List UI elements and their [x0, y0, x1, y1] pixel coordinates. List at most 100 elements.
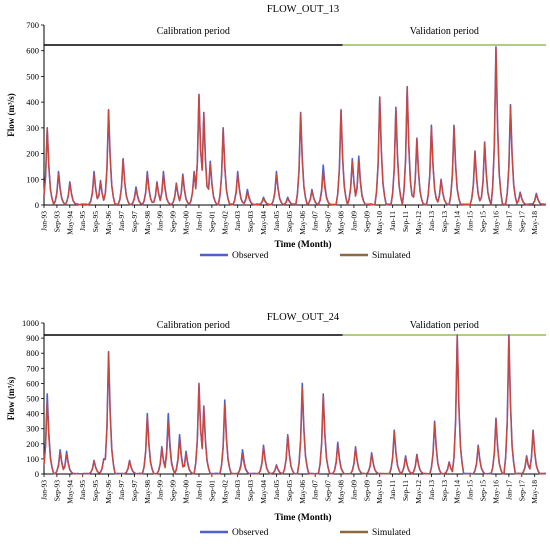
x-tick-label: Jan-05 — [272, 480, 281, 500]
x-tick-label: Sep-07 — [324, 211, 333, 232]
x-tick-label: May-94 — [65, 480, 74, 504]
x-tick-label: Sep-03 — [246, 480, 255, 501]
y-tick-label: 400 — [26, 409, 39, 419]
x-tick-label: Jan-95 — [78, 480, 87, 500]
legend-label: Observed — [232, 528, 269, 538]
y-tick-label: 200 — [26, 439, 39, 449]
y-tick-label: 600 — [26, 378, 39, 388]
x-tick-label: Sep-09 — [362, 480, 371, 501]
y-tick-label: 0 — [35, 200, 39, 210]
x-tick-label: Jan-15 — [466, 480, 475, 500]
y-tick-label: 900 — [26, 333, 39, 343]
x-tick-label: Jan-17 — [504, 211, 513, 231]
x-tick-label: Sep-17 — [517, 211, 526, 232]
series-line-observed — [43, 334, 547, 475]
x-tick-label: Jan-97 — [117, 480, 126, 500]
x-tick-label: Jan-11 — [388, 211, 397, 231]
x-tick-label: May-00 — [182, 211, 191, 235]
y-tick-label: 0 — [35, 469, 39, 479]
x-tick-label: May-16 — [491, 211, 500, 235]
y-axis-label: Flow (m³/s) — [6, 93, 16, 136]
x-tick-label: Sep-93 — [52, 480, 61, 501]
x-tick-label: Jan-03 — [233, 211, 242, 231]
period-label: Validation period — [410, 26, 479, 37]
x-tick-label: Jan-09 — [349, 480, 358, 500]
x-tick-label: Sep-01 — [207, 480, 216, 501]
x-tick-label: May-96 — [104, 480, 113, 504]
y-axis-label: Flow (m³/s) — [6, 377, 16, 420]
x-axis-label: Time (Month) — [274, 239, 331, 250]
x-tick-label: Jan-03 — [233, 480, 242, 500]
x-tick-label: Sep-95 — [91, 211, 100, 232]
x-tick-label: Sep-97 — [130, 211, 139, 232]
x-tick-label: Jan-11 — [388, 480, 397, 500]
x-tick-label: Sep-01 — [207, 211, 216, 232]
x-tick-label: Sep-13 — [440, 480, 449, 501]
x-tick-label: Jan-93 — [40, 211, 49, 231]
x-tick-label: May-06 — [298, 480, 307, 504]
x-tick-label: May-12 — [414, 211, 423, 235]
x-tick-label: Jan-13 — [427, 480, 436, 500]
legend-label: Simulated — [372, 528, 411, 538]
chart-title: FLOW_OUT_24 — [267, 312, 340, 323]
x-tick-label: May-12 — [414, 480, 423, 504]
x-tick-label: Jan-99 — [156, 480, 165, 500]
x-tick-label: Jan-07 — [311, 480, 320, 500]
y-tick-label: 700 — [26, 363, 39, 373]
x-tick-label: Jan-15 — [466, 211, 475, 231]
x-tick-label: Jan-09 — [349, 211, 358, 231]
x-tick-label: Sep-97 — [130, 480, 139, 501]
chart-panel-1: FLOW_OUT_13 0 100 200 300 400 500 600 700 Flow (m… — [6, 4, 547, 261]
y-tick-label: 100 — [26, 174, 39, 184]
y-tick-label: 700 — [26, 20, 39, 30]
x-tick-label: Sep-09 — [362, 211, 371, 232]
y-tick-label: 100 — [26, 454, 39, 464]
x-tick-label: Sep-17 — [517, 480, 526, 501]
x-tick-label: Sep-99 — [169, 480, 178, 501]
legend-label: Simulated — [372, 251, 411, 261]
x-tick-label: Sep-05 — [285, 211, 294, 232]
x-tick-label: May-02 — [220, 480, 229, 504]
y-tick-label: 300 — [26, 123, 39, 133]
x-tick-label: May-00 — [182, 480, 191, 504]
x-tick-label: May-08 — [337, 211, 346, 235]
x-tick-label: Sep-11 — [401, 211, 410, 232]
x-tick-label: Jan-17 — [504, 480, 513, 500]
x-tick-label: May-18 — [530, 480, 539, 504]
x-tick-label: Jan-93 — [40, 480, 49, 500]
x-tick-label: May-04 — [259, 211, 268, 235]
x-tick-label: Jan-01 — [194, 211, 203, 231]
x-tick-label: Jan-95 — [78, 211, 87, 231]
x-tick-label: Jan-97 — [117, 211, 126, 231]
x-tick-label: May-98 — [143, 480, 152, 504]
x-tick-label: Jan-07 — [311, 211, 320, 231]
x-axis-label: Time (Month) — [274, 512, 331, 523]
x-tick-label: Sep-99 — [169, 211, 178, 232]
x-tick-label: Jan-01 — [194, 480, 203, 500]
x-tick-label: Jan-99 — [156, 211, 165, 231]
x-tick-label: May-14 — [453, 480, 462, 504]
y-tick-label: 1000 — [22, 318, 39, 328]
x-tick-label: Sep-11 — [401, 480, 410, 501]
x-tick-label: Sep-15 — [479, 211, 488, 232]
x-tick-label: May-08 — [337, 480, 346, 504]
y-tick-label: 600 — [26, 46, 39, 56]
legend-label: Observed — [232, 251, 269, 261]
y-tick-label: 300 — [26, 424, 39, 434]
x-tick-label: Sep-07 — [324, 480, 333, 501]
x-tick-label: May-10 — [375, 211, 384, 235]
x-tick-label: Sep-93 — [52, 211, 61, 232]
x-tick-label: Sep-95 — [91, 480, 100, 501]
series-line-simulated — [43, 47, 547, 206]
x-tick-label: May-96 — [104, 211, 113, 235]
y-tick-label: 500 — [26, 71, 39, 81]
x-tick-label: Jan-05 — [272, 211, 281, 231]
y-tick-label: 400 — [26, 97, 39, 107]
period-label: Calibration period — [157, 26, 230, 37]
x-tick-label: Sep-05 — [285, 480, 294, 501]
x-tick-label: May-16 — [491, 480, 500, 504]
period-label: Validation period — [410, 320, 479, 331]
x-tick-label: Sep-03 — [246, 211, 255, 232]
x-tick-label: Sep-15 — [479, 480, 488, 501]
